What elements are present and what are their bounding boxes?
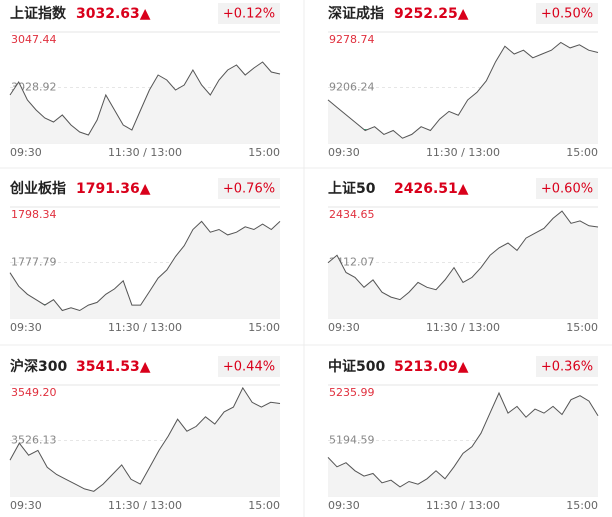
index-name: 上证50 <box>328 181 376 197</box>
change-badge <box>218 3 280 24</box>
index-name: 沪深300 <box>10 358 67 375</box>
price-area <box>10 387 280 496</box>
price-area <box>10 62 280 143</box>
up-arrow: ▲ <box>140 359 151 375</box>
up-arrow: ▲ <box>458 359 469 375</box>
price: 2426.51 <box>394 181 458 197</box>
index-price: 1791.36▲ <box>76 181 151 197</box>
change-badge <box>536 178 598 199</box>
price: 3541.53 <box>76 359 140 375</box>
y-tick-label: 9206.24 <box>329 80 375 93</box>
x-tick-label: 11:30 / 13:00 <box>426 499 500 512</box>
x-tick-label: 11:30 / 13:00 <box>108 499 182 512</box>
index-price: 3541.53▲ <box>76 359 151 375</box>
y-tick-label: 3549.20 <box>11 386 57 399</box>
x-tick-label: 15:00 <box>566 146 598 159</box>
price: 9252.25 <box>394 6 458 22</box>
y-tick-label: 1798.34 <box>11 208 57 221</box>
index-price: 5213.09▲ <box>394 359 469 375</box>
index-price: 2426.51▲ <box>394 181 469 197</box>
change-percent: +0.44% <box>223 360 275 375</box>
x-tick-label: 09:30 <box>328 321 360 334</box>
up-arrow: ▲ <box>140 6 151 22</box>
y-tick-label: 3047.44 <box>11 33 57 46</box>
index-name: 上证指数 <box>10 5 67 22</box>
price: 1791.36 <box>76 181 140 197</box>
price-area <box>328 211 598 318</box>
x-tick-label: 09:30 <box>10 499 42 512</box>
price-area <box>328 42 598 143</box>
price-line <box>9 386 281 492</box>
price-area <box>328 393 598 496</box>
x-tick-label: 11:30 / 13:00 <box>108 146 182 159</box>
y-tick-label: 5235.99 <box>329 386 375 399</box>
change-percent: +0.50% <box>541 7 593 22</box>
x-tick-label: 09:30 <box>328 499 360 512</box>
change-badge <box>536 356 598 377</box>
y-tick-label: 3526.13 <box>11 434 57 447</box>
x-tick-label: 09:30 <box>10 146 42 159</box>
x-tick-label: 15:00 <box>248 499 280 512</box>
index-name: 中证500 <box>328 358 385 375</box>
x-tick-label: 11:30 / 13:00 <box>426 321 500 334</box>
index-price: 3032.63▲ <box>76 6 151 22</box>
price-line <box>327 391 599 488</box>
x-tick-label: 09:30 <box>10 321 42 334</box>
up-arrow: ▲ <box>458 181 469 197</box>
change-percent: +0.76% <box>223 182 275 197</box>
y-tick-label: 1777.79 <box>11 256 57 269</box>
price: 3032.63 <box>76 6 140 22</box>
change-badge <box>536 3 598 24</box>
x-tick-label: 09:30 <box>328 146 360 159</box>
x-tick-label: 15:00 <box>248 146 280 159</box>
price-line <box>9 220 281 312</box>
change-badge <box>218 356 280 377</box>
index-name: 深证成指 <box>328 5 384 22</box>
change-percent: +0.36% <box>541 360 593 375</box>
price-line <box>9 61 281 136</box>
y-tick-label: 9278.74 <box>329 33 375 46</box>
price: 5213.09 <box>394 359 458 375</box>
price-area <box>10 221 280 318</box>
y-tick-label: 5194.59 <box>329 434 375 447</box>
price-line <box>327 41 599 139</box>
price-line <box>327 210 599 301</box>
change-badge <box>218 178 280 199</box>
change-percent: +0.60% <box>541 182 593 197</box>
index-price: 9252.25▲ <box>394 6 469 22</box>
up-arrow: ▲ <box>458 6 469 22</box>
up-arrow: ▲ <box>140 181 151 197</box>
x-tick-label: 15:00 <box>248 321 280 334</box>
x-tick-label: 11:30 / 13:00 <box>426 146 500 159</box>
index-name: 创业板指 <box>9 180 66 197</box>
x-tick-label: 15:00 <box>566 499 598 512</box>
change-percent: +0.12% <box>223 7 275 22</box>
x-tick-label: 15:00 <box>566 321 598 334</box>
y-tick-label: 2434.65 <box>329 208 375 221</box>
x-tick-label: 11:30 / 13:00 <box>108 321 182 334</box>
